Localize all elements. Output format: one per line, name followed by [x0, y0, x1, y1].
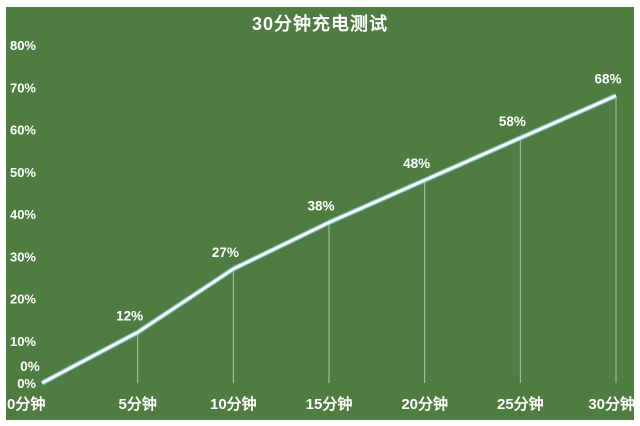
data-point-label: 38%	[307, 198, 334, 213]
data-point-label: 68%	[594, 72, 621, 87]
data-point-label: 0%	[20, 359, 40, 374]
plot-background	[6, 7, 634, 420]
x-axis-tick-label: 0分钟	[7, 395, 45, 413]
x-axis-tick-label: 20分钟	[401, 395, 448, 413]
x-axis-tick-label: 15分钟	[306, 395, 353, 413]
y-axis-tick-label: 80%	[10, 38, 36, 53]
series-line	[41, 94, 617, 385]
chart-title: 30分钟充电测试	[251, 14, 389, 34]
data-point-label: 48%	[403, 156, 430, 171]
y-axis-tick-label: 30%	[10, 249, 36, 264]
y-axis-tick-label: 40%	[10, 207, 36, 222]
y-axis-tick-label: 20%	[10, 292, 36, 307]
y-axis-tick-label: 60%	[10, 123, 36, 138]
y-axis-tick-label: 10%	[10, 334, 36, 349]
data-point-label: 27%	[212, 245, 239, 260]
y-axis-tick-label: 70%	[10, 80, 36, 95]
y-axis-tick-label: 0%	[17, 376, 36, 391]
y-axis-tick-label: 50%	[10, 165, 36, 180]
x-axis-tick-label: 25分钟	[497, 395, 544, 413]
data-point-label: 12%	[116, 308, 143, 323]
x-axis-tick-label: 5分钟	[118, 395, 156, 413]
x-axis-tick-label: 30分钟	[588, 395, 635, 413]
data-point-label: 58%	[499, 114, 526, 129]
x-axis-tick-label: 10分钟	[210, 395, 257, 413]
